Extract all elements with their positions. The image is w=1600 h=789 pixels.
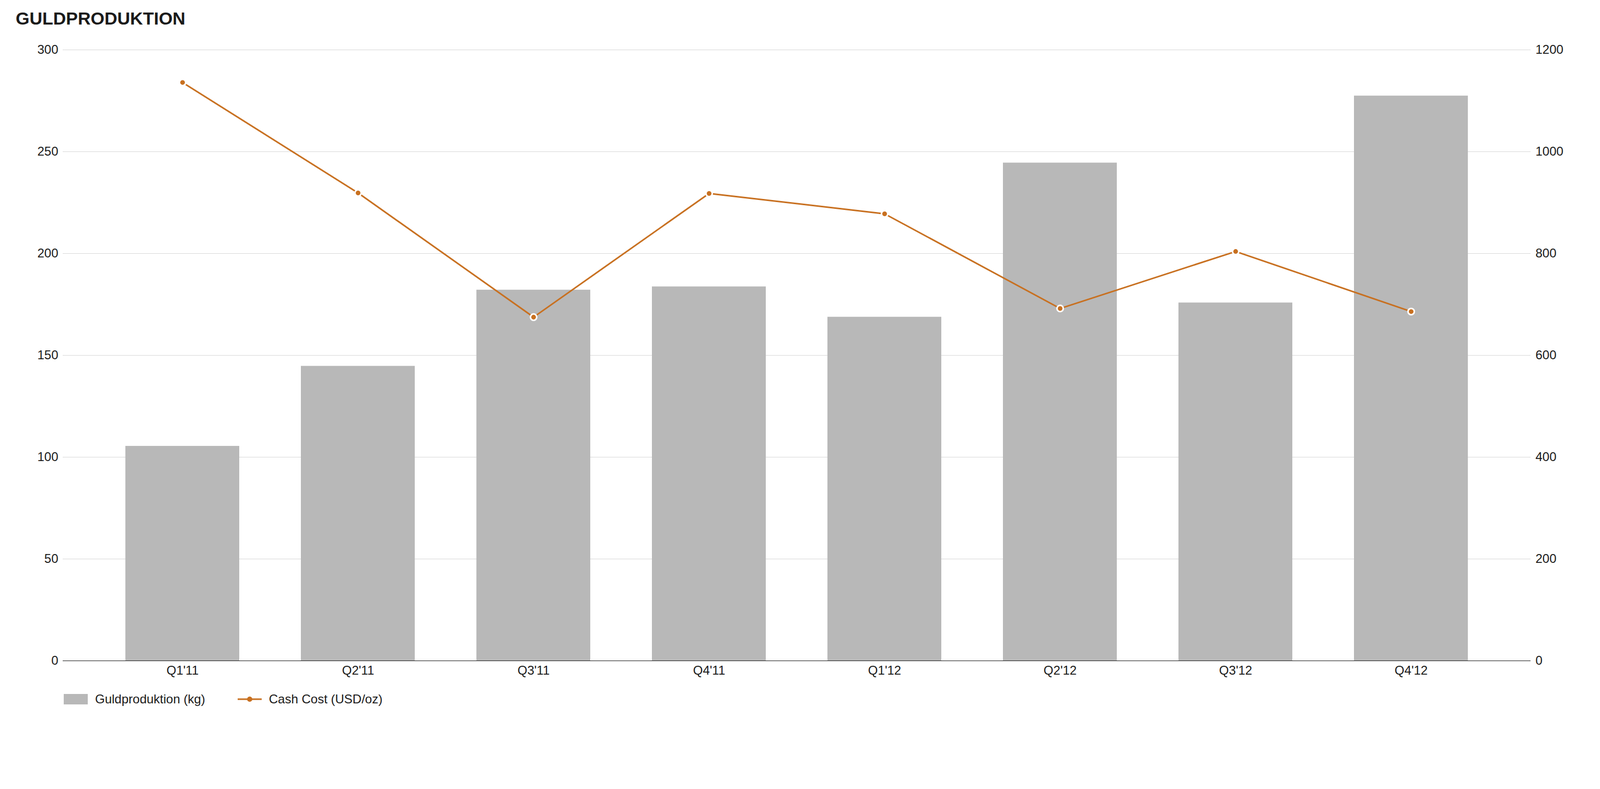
- html-text:GULDPRODUKTION: GULDPRODUKTION: [15, 8, 186, 29]
- html-text:Guldproduktion (kg): Guldproduktion (kg): [95, 692, 206, 707]
- svg-text:150: 150: [37, 347, 58, 362]
- svg-text:Q3'11: Q3'11: [517, 663, 551, 678]
- svg-text:1200: 1200: [1535, 42, 1564, 57]
- svg-text:Q2'11: Q2'11: [342, 663, 375, 678]
- svg-text:1000: 1000: [1535, 144, 1564, 159]
- svg-text:Q2'12: Q2'12: [1043, 663, 1077, 678]
- svg-text:Q3'12: Q3'12: [1219, 663, 1253, 678]
- svg-text:300: 300: [37, 42, 58, 57]
- svg-text:200: 200: [37, 246, 58, 261]
- svg-text:100: 100: [37, 449, 58, 464]
- svg-text:400: 400: [1535, 449, 1557, 464]
- svg-text:Q1'12: Q1'12: [868, 663, 902, 678]
- svg-text:200: 200: [1535, 551, 1557, 566]
- svg-text:600: 600: [1535, 347, 1557, 362]
- svg-text:0: 0: [1535, 653, 1543, 668]
- svg-text:800: 800: [1535, 246, 1557, 261]
- html-text:Cash Cost (USD/oz): Cash Cost (USD/oz): [268, 692, 383, 707]
- svg-text:0: 0: [51, 653, 58, 668]
- svg-text:250: 250: [37, 144, 58, 159]
- svg-text:Q4'12: Q4'12: [1394, 663, 1428, 678]
- svg-text:50: 50: [44, 551, 59, 566]
- svg-text:Q1'11: Q1'11: [166, 663, 200, 678]
- svg-text:Q4'11: Q4'11: [693, 663, 726, 678]
